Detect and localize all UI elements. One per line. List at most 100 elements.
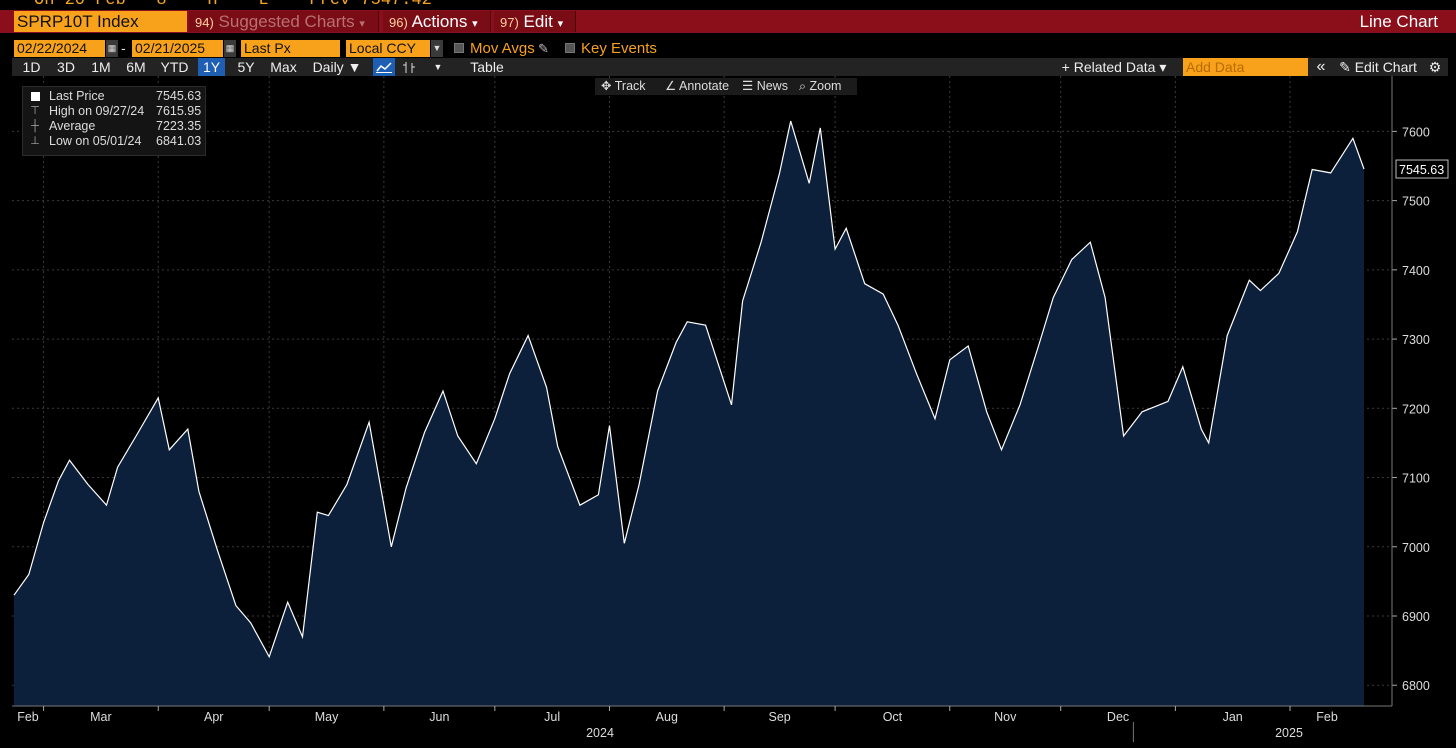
bar-chart-icon[interactable] xyxy=(398,58,420,76)
chevron-down-icon[interactable]: ▼ xyxy=(431,40,443,57)
chart-type-title: Line Chart xyxy=(1359,12,1438,31)
x-tick-label: Sep xyxy=(768,710,790,724)
legend-label: Low on 05/01/24 xyxy=(49,134,142,148)
x-tick-label: Oct xyxy=(883,710,903,724)
period-ytd[interactable]: YTD xyxy=(160,59,189,75)
mov-avgs-checkbox[interactable] xyxy=(454,43,464,53)
x-tick-label: Jul xyxy=(544,710,560,724)
y-tick-label: 7400 xyxy=(1402,264,1430,278)
menu-label: Actions xyxy=(411,12,468,31)
calendar-icon[interactable]: ▦ xyxy=(224,40,236,57)
year-label: 2024 xyxy=(586,726,614,740)
legend-box: Last Price 7545.63 ⊤ High on 09/27/24 76… xyxy=(22,86,206,156)
annotate-tool[interactable]: ∠ Annotate xyxy=(665,78,729,95)
chevron-down-icon: ▾ xyxy=(472,18,478,30)
calendar-icon[interactable]: ▦ xyxy=(106,40,118,57)
period-5y[interactable]: 5Y xyxy=(237,59,255,75)
zoom-tool[interactable]: ⌕ Zoom xyxy=(799,78,841,95)
legend-row-high[interactable]: ⊤ High on 09/27/24 7615.95 xyxy=(23,104,203,119)
high-marker-icon: ⊤ xyxy=(30,105,40,117)
add-data-input[interactable]: Add Data xyxy=(1183,58,1308,76)
low-marker-icon: ⊥ xyxy=(30,135,40,147)
line-chart-icon[interactable] xyxy=(373,58,395,76)
legend-row-low[interactable]: ⊥ Low on 05/01/24 6841.03 xyxy=(23,134,203,149)
security-field[interactable]: SPRP10T Index xyxy=(14,11,187,32)
annotate-label: Annotate xyxy=(679,79,730,93)
news-label: News xyxy=(756,79,788,93)
track-tool[interactable]: ✥ Track xyxy=(601,78,646,95)
legend-row-average[interactable]: ┼ Average 7223.35 xyxy=(23,119,203,134)
period-3d[interactable]: 3D xyxy=(57,59,75,75)
y-tick-label: 7200 xyxy=(1402,402,1430,416)
legend-value: 7545.63 xyxy=(156,89,202,103)
period-toolbar xyxy=(12,58,1448,76)
news-icon: ☰ xyxy=(742,79,754,93)
legend-value: 7223.35 xyxy=(156,119,202,133)
y-tick-label: 6900 xyxy=(1402,610,1430,624)
pencil-icon: ✎ xyxy=(1339,59,1351,75)
edit-menu[interactable]: 97) Edit ▾ xyxy=(494,11,576,32)
price-area-fill xyxy=(14,121,1364,706)
pencil-icon[interactable]: ✎ xyxy=(538,41,549,56)
frequency-select[interactable]: Daily ▼ xyxy=(312,59,362,75)
average-marker-icon: ┼ xyxy=(31,120,39,132)
x-tick-label: Feb xyxy=(17,710,39,724)
price-field-select[interactable]: Last Px xyxy=(241,40,340,57)
menu-number: 94) xyxy=(195,15,214,30)
period-6m[interactable]: 6M xyxy=(126,59,146,75)
collapse-icon[interactable]: « xyxy=(1316,58,1326,75)
menu-label: Edit xyxy=(523,12,553,31)
chevron-down-icon: ▾ xyxy=(359,18,365,30)
magnifier-icon: ⌕ xyxy=(799,79,807,93)
currency-select[interactable]: Local CCY xyxy=(346,40,430,57)
x-tick-label: May xyxy=(315,710,339,724)
legend-label: Last Price xyxy=(49,89,105,103)
price-chart[interactable]: 6800 6900 7000 7100 7200 7300 7400 7500 7600 Feb… xyxy=(0,76,1456,748)
x-tick-label: Aug xyxy=(656,710,678,724)
end-date-field[interactable]: 02/21/2025 xyxy=(132,40,223,57)
related-data-button[interactable]: + Related Data ▾ xyxy=(1061,59,1167,75)
edit-chart-button[interactable]: ✎ Edit Chart xyxy=(1335,58,1421,76)
table-button[interactable]: Table xyxy=(470,59,504,75)
y-tick-label: 7500 xyxy=(1402,195,1430,209)
annotate-icon: ∠ xyxy=(665,79,677,93)
key-events-checkbox[interactable] xyxy=(565,43,575,53)
key-events-label: Key Events xyxy=(581,40,657,57)
x-tick-label: Feb xyxy=(1316,710,1338,724)
y-tick-label: 7100 xyxy=(1402,472,1430,486)
period-1m[interactable]: 1M xyxy=(91,59,111,75)
legend-row-last-price[interactable]: Last Price 7545.63 xyxy=(23,89,203,104)
news-tool[interactable]: ☰ News xyxy=(742,78,788,95)
mov-avgs-label: Mov Avgs xyxy=(470,40,535,57)
x-axis: Feb Mar Apr May Jun Jul Aug Sep Oct Nov Dec Jan Feb 2… xyxy=(12,705,1392,742)
year-label: 2025 xyxy=(1275,726,1303,740)
date-separator: - xyxy=(121,40,126,56)
x-tick-label: Mar xyxy=(90,710,112,724)
x-tick-label: Dec xyxy=(1107,710,1129,724)
ticker-text: On 20 Feb 8 H L Prev 7547.42 xyxy=(34,0,432,9)
gear-icon[interactable]: ⚙ xyxy=(1428,59,1442,75)
y-tick-label: 7300 xyxy=(1402,333,1430,347)
edit-chart-label: Edit Chart xyxy=(1354,59,1417,75)
legend-label: Average xyxy=(49,119,96,133)
actions-menu[interactable]: 96) Actions ▾ xyxy=(383,11,491,32)
period-1d[interactable]: 1D xyxy=(22,59,41,75)
last-value-box xyxy=(1395,159,1449,179)
y-axis: 6800 6900 7000 7100 7200 7300 7400 7500 7600 xyxy=(1391,76,1430,706)
zoom-label: Zoom xyxy=(809,79,842,93)
menu-number: 97) xyxy=(500,15,519,30)
chart-tools-strip: ✥ Track ∠ Annotate ☰ News ⌕ Zoom xyxy=(595,78,857,95)
x-tick-label: Jan xyxy=(1223,710,1243,724)
start-date-field[interactable]: 02/22/2024 xyxy=(14,40,105,57)
chevron-down-icon[interactable]: ▼ xyxy=(433,62,443,72)
period-max[interactable]: Max xyxy=(270,59,297,75)
price-line xyxy=(13,120,1365,659)
track-label: Track xyxy=(614,79,646,93)
last-value-label: 7545.63 xyxy=(1399,163,1444,177)
x-tick-label: Nov xyxy=(994,710,1017,724)
x-tick-label: Jun xyxy=(429,710,449,724)
x-tick-label: Apr xyxy=(204,710,223,724)
legend-value: 6841.03 xyxy=(156,134,202,148)
period-1y[interactable]: 1Y xyxy=(198,58,225,76)
suggested-charts-menu[interactable]: 94) Suggested Charts ▾ xyxy=(189,11,379,32)
